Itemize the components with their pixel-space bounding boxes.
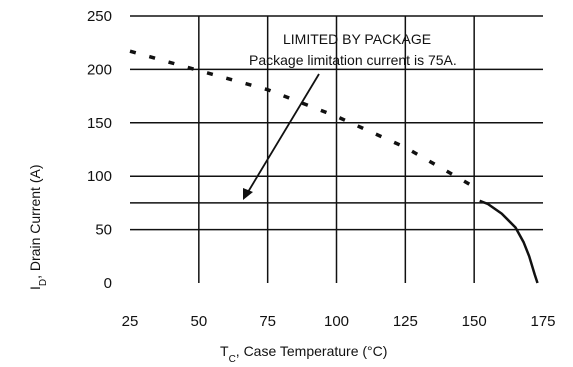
series-line-0 — [129, 49, 476, 189]
x-axis-label: TC, Case Temperature (°C) — [220, 343, 387, 365]
chart-ticks: 0 50 100 150 200 250 25 50 75 100 125 150 175 — [87, 8, 556, 330]
x-tick-label: 75 — [259, 313, 276, 330]
y-tick-label: 200 — [87, 61, 112, 78]
y-tick-label: 250 — [87, 8, 112, 25]
x-tick-label: 150 — [462, 313, 487, 330]
annotation-arrow — [243, 73, 320, 200]
x-tick-label: 125 — [393, 313, 418, 330]
y-tick-label: 100 — [87, 168, 112, 185]
x-tick-label: 100 — [324, 313, 349, 330]
chart-series — [129, 49, 543, 284]
x-tick-label: 175 — [530, 313, 555, 330]
annotation-detail: Package limitation current is 75A. — [249, 52, 457, 68]
y-tick-label: 150 — [87, 115, 112, 132]
chart-grid — [130, 15, 543, 283]
x-tick-label: 25 — [122, 313, 139, 330]
annotation-title: LIMITED BY PACKAGE — [283, 31, 431, 47]
y-axis-label: ID, Drain Current (A) — [27, 165, 49, 290]
series-line-2 — [479, 199, 539, 284]
y-tick-label: 50 — [95, 222, 112, 239]
y-tick-label: 0 — [104, 275, 112, 292]
x-tick-label: 50 — [190, 313, 207, 330]
